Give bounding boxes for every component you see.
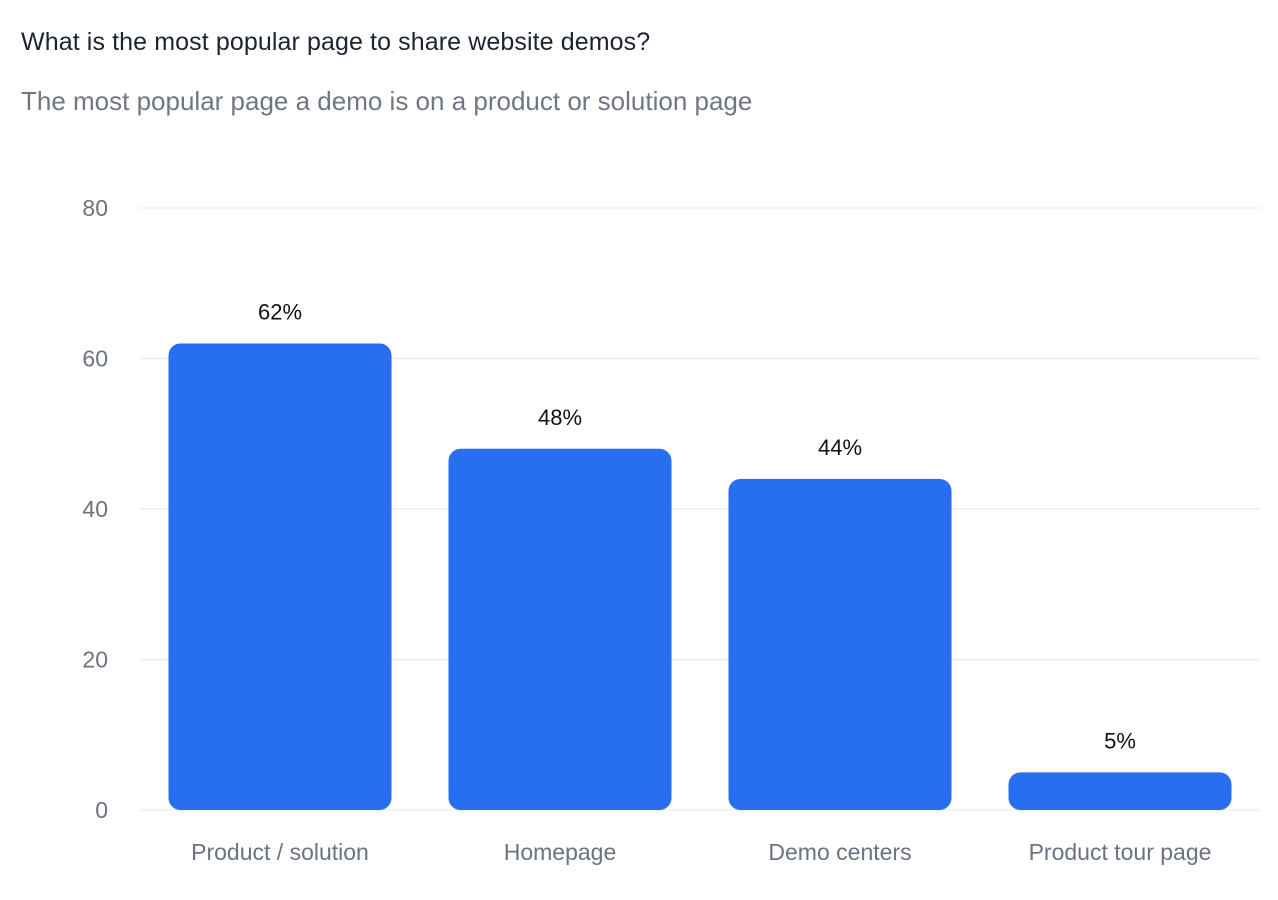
y-tick-label: 60 — [82, 346, 108, 372]
y-tick-label: 40 — [82, 496, 108, 522]
bars — [168, 343, 1232, 810]
data-labels: 62% 48% 44% 5% — [258, 299, 1136, 753]
chart-title: What is the most popular page to share w… — [21, 28, 651, 56]
data-label: 5% — [1104, 728, 1136, 753]
bar-product-solution — [168, 343, 392, 810]
y-axis-ticks: 0 20 40 60 80 — [82, 195, 108, 823]
x-axis-categories: Product / solution Homepage Demo centers Pr… — [191, 839, 1211, 865]
x-category-label: Demo centers — [768, 839, 911, 865]
bar-product-tour-page — [1008, 772, 1232, 810]
data-label: 44% — [818, 435, 862, 460]
x-category-label: Product tour page — [1029, 839, 1212, 865]
data-label: 48% — [538, 405, 582, 430]
y-tick-label: 0 — [95, 797, 108, 823]
chart-subtitle: The most popular page a demo is on a pro… — [21, 86, 753, 116]
y-tick-label: 20 — [82, 647, 108, 673]
bar-demo-centers — [728, 478, 952, 810]
x-category-label: Product / solution — [191, 839, 369, 865]
bar-homepage — [448, 448, 672, 810]
x-category-label: Homepage — [504, 839, 617, 865]
y-tick-label: 80 — [82, 195, 108, 221]
data-label: 62% — [258, 299, 302, 324]
